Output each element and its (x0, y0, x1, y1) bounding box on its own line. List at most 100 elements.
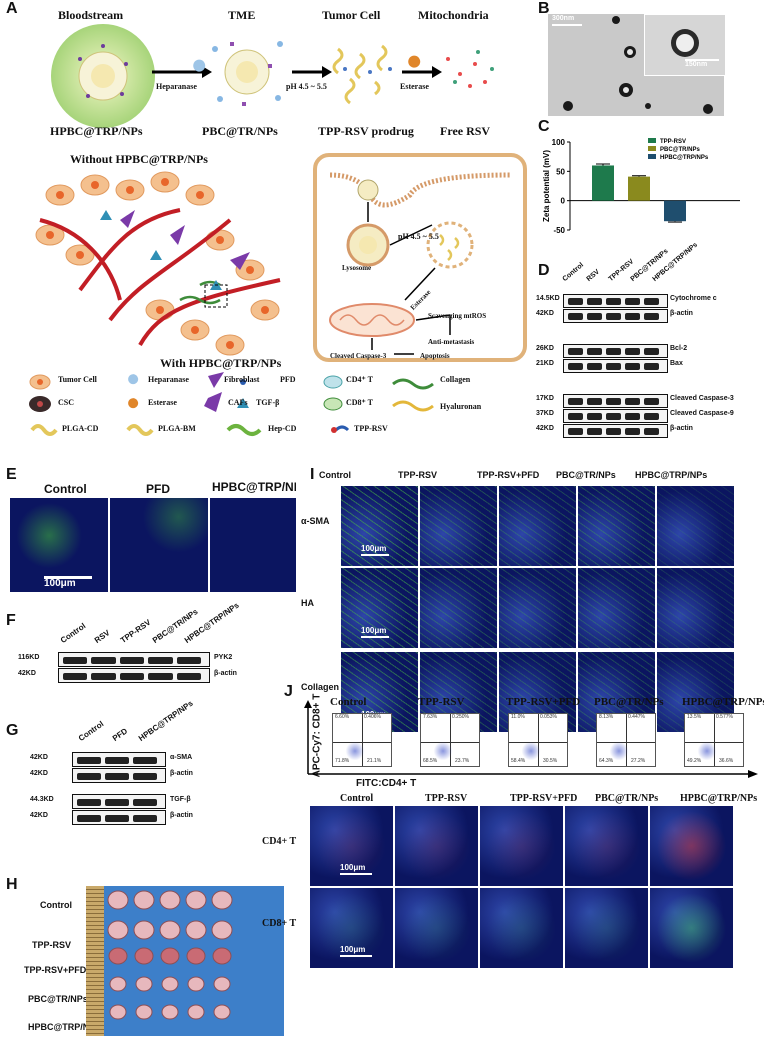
legend-fibroblast: Fibroblast (224, 375, 260, 384)
tem-inset: 150nm (644, 14, 726, 76)
legend-cd4: CD4⁺ T (346, 375, 373, 384)
blot-target-label: Cytochrome c (670, 295, 717, 302)
j-population (609, 742, 629, 760)
schematic-legend: Tumor Cell Heparanase Fibroblast PFD CD4… (28, 372, 518, 450)
j-q2: 0.053% (540, 714, 557, 720)
blot-band (606, 313, 621, 320)
tem-scale-300: 300nm (552, 15, 575, 22)
blot-band (77, 798, 101, 806)
blot-row (563, 424, 668, 438)
tumor (135, 976, 153, 992)
legend-csc: CSC (58, 398, 75, 407)
blot-band (644, 348, 659, 355)
e-col-hpbc: HPBC@TRP/NPs (212, 480, 296, 494)
i-image (499, 486, 576, 566)
j-q3: 21.1% (367, 758, 382, 764)
blot-row (563, 394, 668, 408)
blot-d-lanes: Control RSV TPP-RSV PBC@TR/NPs HPBC@TRP/… (558, 241, 758, 292)
j-flow-plot: 6.60% 0.406% 71.8% 21.1% (332, 713, 392, 767)
j-flow-plot: 11.0% 0.053% 58.4% 30.5% (508, 713, 568, 767)
legend-collagen: Collagen (440, 375, 471, 384)
j-image (395, 888, 478, 968)
j-image (395, 806, 478, 886)
j-image (480, 888, 563, 968)
blot-band (644, 298, 659, 305)
tumor-grid (107, 890, 233, 1020)
tumor (134, 947, 154, 965)
j-image-texture (650, 888, 733, 968)
j-quadrant-v (362, 714, 363, 766)
cell-label-ph: pH 4.5 ~ 5.5 (398, 232, 439, 241)
i-image: 100μm (341, 486, 418, 566)
y-tick-label: 100 (552, 138, 566, 147)
j-grid-row-label: CD8+ T (262, 918, 297, 929)
blot-band (587, 428, 602, 435)
j-q2: 0.406% (364, 714, 381, 720)
arrow-label-ph: pH 4.5 ~ 5.5 (286, 82, 327, 91)
legend-label: PBC@TR/NPs (660, 147, 701, 153)
stage-tme: TME (228, 8, 256, 22)
j-q3: 27.2% (631, 758, 646, 764)
ruler-icon (86, 886, 104, 1036)
j-q4: 71.8% (335, 758, 350, 764)
i-scale-label: 100μm (361, 544, 387, 553)
j-flow-plot: 8.13% 0.447% 64.3% 27.2% (596, 713, 656, 767)
blot-band (606, 363, 621, 370)
legend-esterase: Esterase (148, 398, 177, 407)
tumor (133, 890, 155, 910)
i-image: 100μm (341, 568, 418, 648)
blot-band (625, 348, 640, 355)
blot-target-label: Cleaved Caspase-9 (670, 410, 734, 417)
e-col-pfd: PFD (146, 482, 170, 496)
legend-cafs: CAFs (228, 398, 248, 407)
j-q1: 7.63% (423, 714, 438, 720)
j-xlabel: FITC:CD4+ T (356, 778, 417, 789)
lane-g-control: Control (76, 719, 106, 743)
panel-label-e: E (6, 466, 17, 483)
j-grid-col-label: PBC@TR/NPs (595, 793, 659, 804)
blot-row (72, 794, 166, 809)
cell-label-scavenging: Scavenging mtROS (428, 312, 487, 320)
panel-label-b: B (538, 0, 550, 17)
blot-band (625, 313, 640, 320)
tem-scale-150: 150nm (685, 61, 708, 68)
h-group-hpbc: HPBC@TRP/NPs (28, 1022, 86, 1032)
legend-plga-bm: PLGA-BM (158, 424, 196, 433)
j-scalebar (340, 873, 372, 875)
j-q2: 0.447% (628, 714, 645, 720)
cell-label-caspase3: Cleaved Caspase-3 (330, 352, 387, 360)
panel-label-d: D (538, 262, 550, 279)
j-population (521, 742, 541, 760)
np-label-hpbc: HPBC@TRP/NPs (50, 124, 143, 138)
blot-band (105, 756, 129, 764)
blot-row (563, 359, 668, 373)
blot-kd-label: 116KD (18, 653, 40, 661)
stage-mitochondria: Mitochondria (418, 8, 489, 22)
np-label-pbc: PBC@TR/NPs (202, 124, 278, 138)
j-grid-row-label: CD4+ T (262, 836, 297, 847)
blot-band (133, 798, 157, 806)
legend-heparanase: Heparanase (148, 375, 189, 384)
j-q2: 0.250% (452, 714, 469, 720)
i-image (657, 486, 734, 566)
tumor (187, 1004, 205, 1020)
i-image (499, 568, 576, 648)
tumor (213, 1004, 231, 1020)
blot-band (105, 798, 129, 806)
legend-tpp-rsv: TPP-RSV (354, 424, 388, 433)
h-group-pbc: PBC@TR/NPs (28, 994, 88, 1004)
blot-band (625, 413, 640, 420)
i-col-label: PBC@TR/NPs (556, 470, 616, 480)
lane-g-hpbc: HPBC@TRP/NPs (136, 698, 195, 743)
blot-band (568, 348, 583, 355)
j-image-texture (650, 806, 733, 886)
lane-f-control: Control (58, 621, 88, 645)
blot-band (606, 398, 621, 405)
cell-label-antimetastasis: Anti-metastasis (428, 338, 475, 346)
h-group-tpp-rsv: TPP-RSV (32, 940, 72, 950)
e-scale-label: 100μm (44, 578, 76, 589)
e-image-control: 100μm (10, 498, 108, 592)
blot-target-label: Bax (670, 360, 683, 367)
blot-target-label: β-actin (670, 310, 693, 317)
lane-d-rsv: RSV (585, 268, 602, 283)
